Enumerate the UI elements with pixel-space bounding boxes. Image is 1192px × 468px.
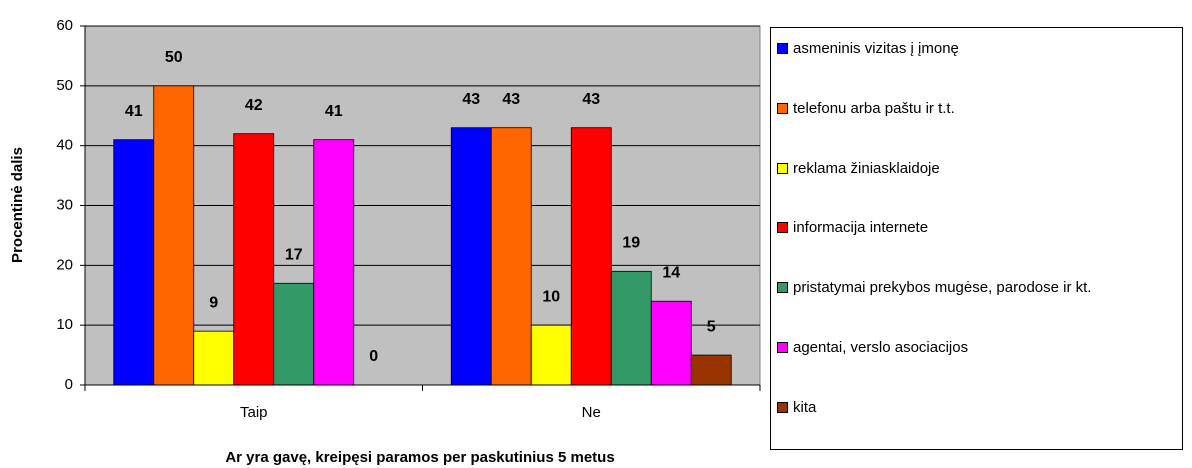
y-axis-title: Procentinė dalis	[9, 147, 26, 263]
legend-label: informacija internete	[793, 219, 929, 237]
bar	[490, 127, 532, 386]
legend-swatch	[777, 282, 788, 294]
value-label: 9	[209, 294, 218, 311]
legend-item: asmeninis vizitas į įmonę	[777, 40, 1123, 58]
legend-item: informacija internete	[777, 219, 1123, 237]
y-tick-label: 30	[56, 196, 73, 213]
bar	[193, 330, 235, 386]
legend-swatch	[777, 342, 788, 353]
legend-item: telefonu arba paštu ir t.t.	[777, 100, 1123, 118]
x-tick-label: Ne	[582, 404, 601, 421]
x-axis-title: Ar yra gavę, kreipęsi paramos per paskut…	[225, 449, 614, 466]
bar	[233, 133, 275, 386]
legend-swatch	[777, 162, 788, 174]
value-label: 41	[325, 103, 343, 120]
legend-swatch	[777, 102, 788, 114]
y-tick-label: 60	[56, 17, 73, 34]
value-label: 10	[542, 288, 560, 305]
bar	[530, 324, 572, 386]
legend-label: telefonu arba paštu ir t.t.	[793, 99, 955, 117]
bar	[450, 127, 492, 386]
legend-item: reklama žiniasklaidoje	[777, 160, 1123, 178]
value-label: 50	[165, 49, 183, 66]
legend-label: pristatymai prekybos mugėse, parodose ir…	[793, 279, 1092, 297]
legend-item: kita	[777, 399, 1123, 417]
value-label: 41	[125, 103, 143, 120]
bar	[690, 354, 732, 386]
value-label: 43	[462, 91, 480, 108]
legend-item: agentai, verslo asociacijos	[777, 339, 1123, 357]
bar	[650, 300, 692, 386]
value-label: 42	[245, 97, 263, 114]
legend-swatch	[777, 401, 788, 413]
value-label: 5	[707, 318, 716, 335]
bar	[570, 127, 612, 386]
legend: asmeninis vizitas į įmonę telefonu arba p…	[770, 27, 1183, 450]
x-tick-label: Taip	[240, 404, 268, 421]
y-tick-label: 20	[56, 256, 73, 273]
y-tick-label: 50	[56, 77, 73, 94]
bar	[153, 85, 195, 386]
legend-item: pristatymai prekybos mugėse, parodose ir…	[777, 279, 1123, 297]
value-label: 0	[369, 348, 378, 365]
y-tick-label: 10	[56, 316, 73, 333]
legend-label: reklama žiniasklaidoje	[793, 159, 940, 177]
value-label: 17	[285, 247, 303, 264]
bar	[273, 282, 315, 386]
bar	[113, 139, 155, 386]
y-tick-label: 0	[65, 376, 73, 393]
y-tick-label: 40	[56, 137, 73, 154]
bar	[610, 270, 652, 386]
legend-label: agentai, verslo asociacijos	[793, 339, 969, 356]
legend-swatch	[777, 222, 788, 234]
value-label: 43	[582, 91, 600, 108]
legend-label: asmeninis vizitas į įmonę	[793, 40, 959, 57]
value-label: 19	[622, 235, 640, 252]
legend-label: kita	[793, 398, 817, 416]
value-label: 43	[502, 91, 520, 108]
bar	[313, 139, 355, 386]
legend-swatch	[777, 43, 788, 54]
value-label: 14	[662, 264, 680, 281]
